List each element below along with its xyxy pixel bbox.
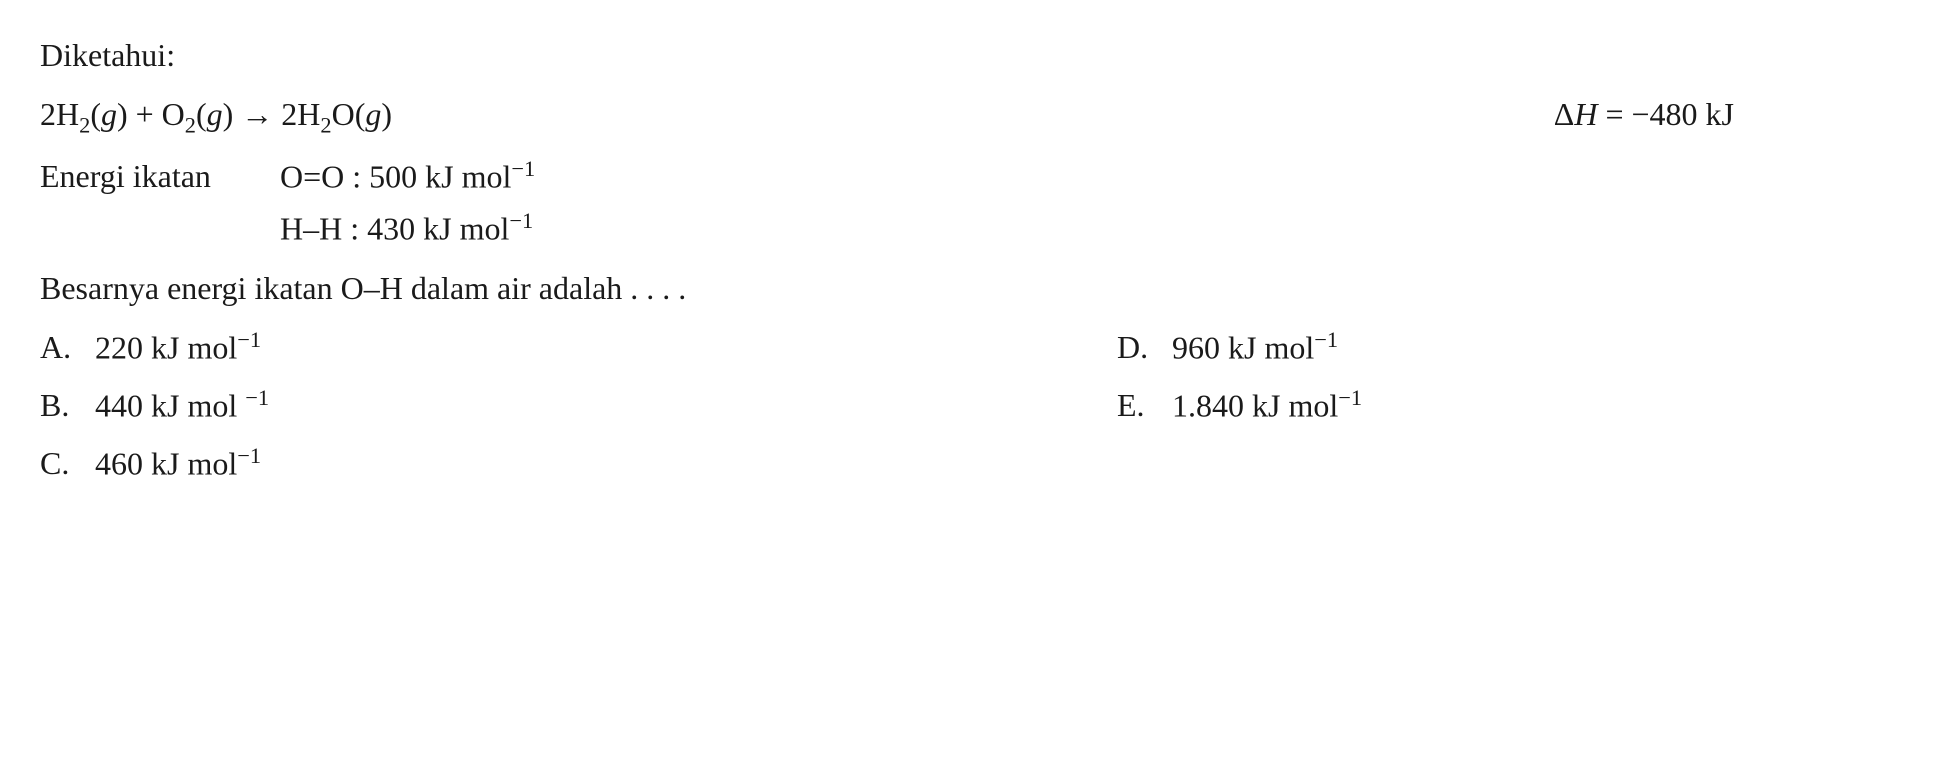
delta-h-value: −480 kJ <box>1632 96 1735 132</box>
product-1-close: ) <box>381 96 392 132</box>
answer-d-exp: −1 <box>1314 327 1338 352</box>
given-header: Diketahui: <box>40 30 1914 81</box>
product-1-sub: 2 <box>320 113 331 138</box>
delta-h-equals: = <box>1597 96 1631 132</box>
question-prompt: Besarnya energi ikatan O–H dalam air ada… <box>40 263 1914 314</box>
answer-a-text: 220 kJ mol <box>95 330 237 366</box>
answer-a-letter: A. <box>40 322 95 374</box>
answer-b-value: 440 kJ mol −1 <box>95 380 269 432</box>
bond-oo-exp: −1 <box>511 156 535 181</box>
delta-symbol: Δ <box>1554 96 1575 132</box>
reactant-1-sub: 2 <box>79 113 90 138</box>
bond-energy-line-2: H–H : 430 kJ mol−1 <box>40 203 1914 255</box>
arrow: → <box>233 96 281 132</box>
answer-e-text: 1.840 kJ mol <box>1172 388 1338 424</box>
bond-oo-value: 500 kJ mol <box>369 159 511 195</box>
reactant-1-phase-open: ( <box>90 96 101 132</box>
answer-a-exp: −1 <box>237 327 261 352</box>
answer-d: D. 960 kJ mol−1 <box>1117 322 1914 374</box>
answer-d-text: 960 kJ mol <box>1172 330 1314 366</box>
answer-b-text: 440 kJ mol <box>95 388 245 424</box>
reaction-equation: 2H2(g) + O2(g) → 2H2O(g) <box>40 89 1554 143</box>
answer-d-letter: D. <box>1117 322 1172 374</box>
reactant-1-phase: g <box>101 96 117 132</box>
bond-oo-name: O=O : <box>280 159 369 195</box>
reactant-2-phase: g <box>207 96 223 132</box>
answer-b-exp: −1 <box>245 385 269 410</box>
reactant-2-phase-close: ) <box>223 96 234 132</box>
answer-e-letter: E. <box>1117 380 1172 432</box>
reactant-2-sub: 2 <box>185 113 196 138</box>
reactant-1-formula: 2H <box>40 96 79 132</box>
plus-sign: + <box>128 96 162 132</box>
answer-c-exp: −1 <box>237 443 261 468</box>
bond-hh-value: 430 kJ mol <box>367 211 509 247</box>
bond-energy-label: Energi ikatan <box>40 151 280 203</box>
answer-c-letter: C. <box>40 438 95 490</box>
product-1-formula: 2H <box>281 96 320 132</box>
product-1-rest: O( <box>332 96 366 132</box>
reaction-equation-row: 2H2(g) + O2(g) → 2H2O(g) ΔH = −480 kJ <box>40 89 1914 143</box>
answer-e: E. 1.840 kJ mol−1 <box>1117 380 1914 432</box>
answer-a-value: 220 kJ mol−1 <box>95 322 261 374</box>
bond-energy-indent <box>40 203 280 255</box>
reactant-2-formula: O <box>162 96 185 132</box>
delta-h: ΔH = −480 kJ <box>1554 89 1734 140</box>
answer-c: C. 460 kJ mol−1 <box>40 438 837 490</box>
answer-a: A. 220 kJ mol−1 <box>40 322 837 374</box>
answer-c-text: 460 kJ mol <box>95 446 237 482</box>
delta-h-variable: H <box>1574 96 1597 132</box>
bond-energy-line-1: Energi ikatan O=O : 500 kJ mol−1 <box>40 151 1914 203</box>
bond-hh-exp: −1 <box>509 208 533 233</box>
question-block: Diketahui: 2H2(g) + O2(g) → 2H2O(g) ΔH =… <box>40 30 1914 490</box>
answer-d-value: 960 kJ mol−1 <box>1172 322 1338 374</box>
answers-grid: A. 220 kJ mol−1 D. 960 kJ mol−1 B. 440 k… <box>40 322 1914 490</box>
answer-c-value: 460 kJ mol−1 <box>95 438 261 490</box>
bond-oo: O=O : 500 kJ mol−1 <box>280 151 535 203</box>
bond-hh: H–H : 430 kJ mol−1 <box>280 203 533 255</box>
product-1-phase: g <box>365 96 381 132</box>
bond-energies-block: Energi ikatan O=O : 500 kJ mol−1 H–H : 4… <box>40 151 1914 255</box>
reactant-2-phase-open: ( <box>196 96 207 132</box>
answer-e-value: 1.840 kJ mol−1 <box>1172 380 1362 432</box>
bond-hh-name: H–H : <box>280 211 367 247</box>
answer-b: B. 440 kJ mol −1 <box>40 380 837 432</box>
answer-e-exp: −1 <box>1338 385 1362 410</box>
answer-b-letter: B. <box>40 380 95 432</box>
reactant-1-phase-close: ) <box>117 96 128 132</box>
